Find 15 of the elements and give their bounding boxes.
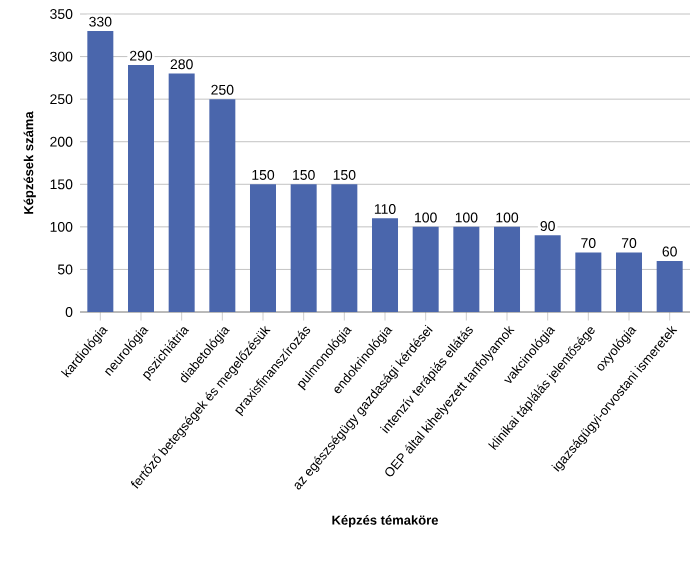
bar xyxy=(87,31,114,312)
bar xyxy=(331,184,358,312)
bar xyxy=(209,99,236,312)
bar xyxy=(534,235,561,312)
bar xyxy=(372,218,398,312)
bar xyxy=(250,184,276,312)
bar xyxy=(290,184,317,312)
bar xyxy=(412,226,439,312)
bar xyxy=(453,226,480,312)
bar xyxy=(575,252,602,312)
bar xyxy=(128,65,154,312)
bar xyxy=(656,260,683,312)
bar xyxy=(616,252,642,312)
bar xyxy=(168,73,195,312)
bar xyxy=(494,226,521,312)
